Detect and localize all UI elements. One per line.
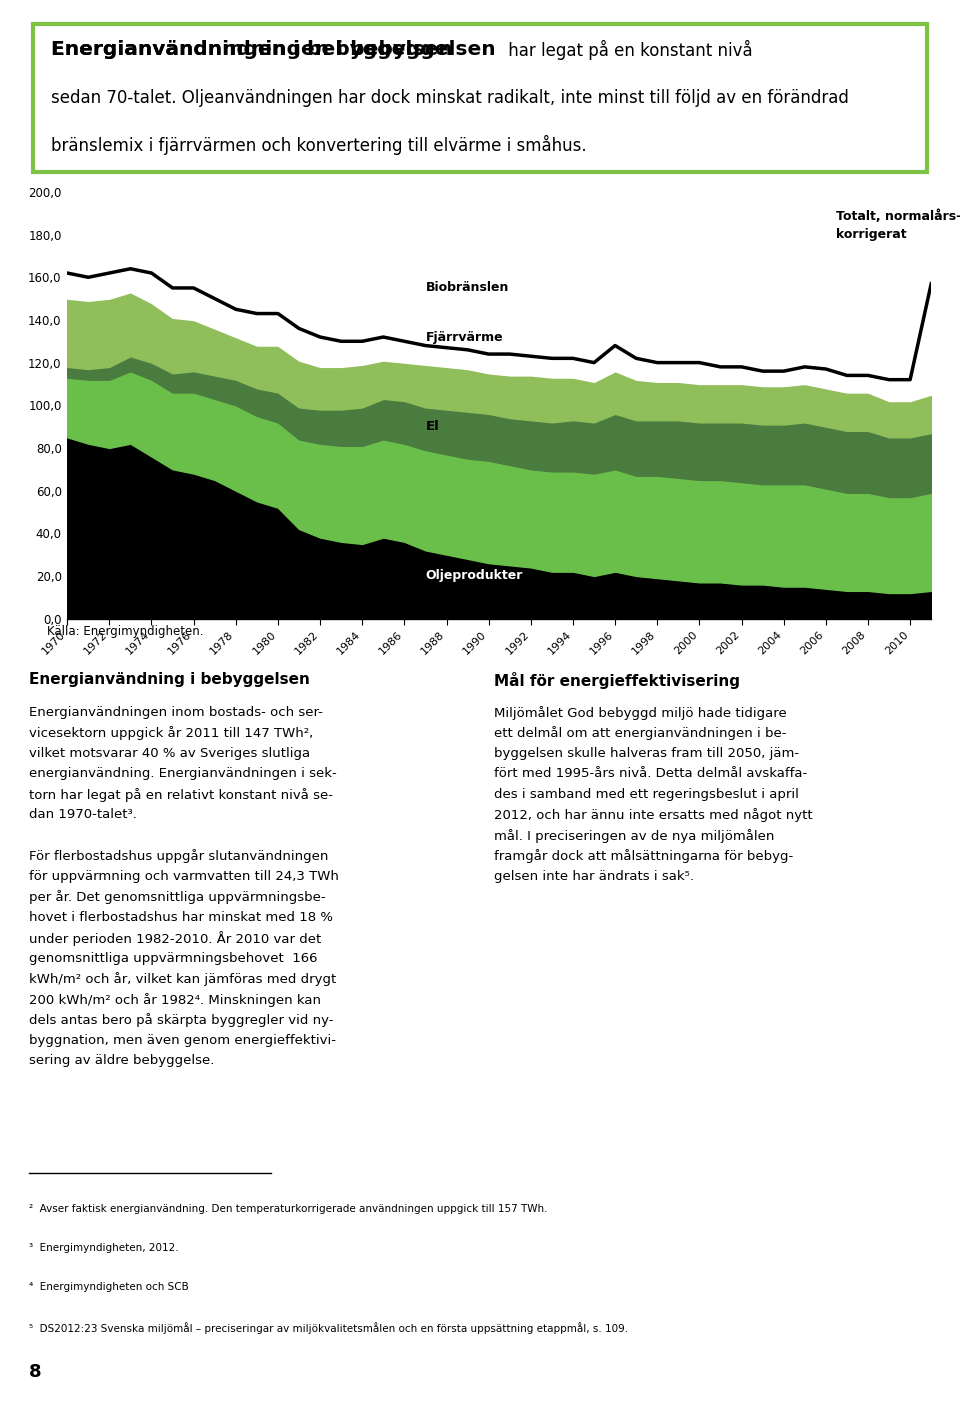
Text: torn har legat på en relativt konstant nivå se-: torn har legat på en relativt konstant n… bbox=[29, 788, 333, 802]
Text: under perioden 1982-2010. År 2010 var det: under perioden 1982-2010. År 2010 var de… bbox=[29, 931, 321, 946]
Text: För flerbostadshus uppgår slutanvändningen: För flerbostadshus uppgår slutanvändning… bbox=[29, 849, 328, 863]
Text: Energianvändningen i bebyggelsen: Energianvändningen i bebyggelsen bbox=[52, 40, 453, 58]
Text: kWh/m² och år, vilket kan jämföras med drygt: kWh/m² och år, vilket kan jämföras med d… bbox=[29, 973, 336, 987]
Text: byggelsen skulle halveras fram till 2050, jäm-: byggelsen skulle halveras fram till 2050… bbox=[494, 747, 800, 759]
Text: fört med 1995-års nivå. Detta delmål avskaffa-: fört med 1995-års nivå. Detta delmål avs… bbox=[494, 768, 807, 781]
Text: har legat på en konstant nivå: har legat på en konstant nivå bbox=[503, 40, 753, 60]
Text: Oljeprodukter: Oljeprodukter bbox=[425, 569, 523, 583]
Text: ⁴  Energimyndigheten och SCB: ⁴ Energimyndigheten och SCB bbox=[29, 1283, 188, 1293]
Text: ett delmål om att energianvändningen i be-: ett delmål om att energianvändningen i b… bbox=[494, 727, 787, 741]
Text: sedan 70-talet. Oljeanvändningen har dock minskat radikalt, inte minst till följ: sedan 70-talet. Oljeanvändningen har doc… bbox=[52, 90, 850, 107]
Text: 200 kWh/m² och år 1982⁴. Minskningen kan: 200 kWh/m² och år 1982⁴. Minskningen kan bbox=[29, 993, 321, 1007]
FancyBboxPatch shape bbox=[34, 24, 926, 172]
Text: dels antas bero på skärpta byggregler vid ny-: dels antas bero på skärpta byggregler vi… bbox=[29, 1012, 333, 1027]
Text: vicesektorn uppgick år 2011 till 147 TWh²,: vicesektorn uppgick år 2011 till 147 TWh… bbox=[29, 727, 313, 741]
Text: framgår dock att målsättningarna för bebyg-: framgår dock att målsättningarna för beb… bbox=[494, 849, 794, 863]
Text: des i samband med ett regeringsbeslut i april: des i samband med ett regeringsbeslut i … bbox=[494, 788, 800, 801]
Text: hovet i flerbostadshus har minskat med 18 %: hovet i flerbostadshus har minskat med 1… bbox=[29, 912, 333, 924]
Text: vilket motsvarar 40 % av Sveriges slutliga: vilket motsvarar 40 % av Sveriges slutli… bbox=[29, 747, 310, 759]
Text: Miljömålet God bebyggd miljö hade tidigare: Miljömålet God bebyggd miljö hade tidiga… bbox=[494, 705, 787, 720]
Text: mål. I preciseringen av de nya miljömålen: mål. I preciseringen av de nya miljömåle… bbox=[494, 829, 775, 843]
Text: Energianvändnndningen i bebyggelsen: Energianvändnndningen i bebyggelsen bbox=[52, 40, 496, 58]
Text: Mål för energieffektivisering: Mål för energieffektivisering bbox=[494, 673, 740, 688]
Text: gelsen inte har ändrats i sak⁵.: gelsen inte har ändrats i sak⁵. bbox=[494, 870, 694, 883]
Text: byggnation, men även genom energieffektivi-: byggnation, men även genom energieffekti… bbox=[29, 1034, 336, 1047]
Text: 8: 8 bbox=[29, 1364, 41, 1381]
Text: för uppvärmning och varmvatten till 24,3 TWh: för uppvärmning och varmvatten till 24,3… bbox=[29, 870, 339, 883]
Text: El: El bbox=[425, 419, 439, 434]
Text: Energianvändning i bebyggelsen: Energianvändning i bebyggelsen bbox=[29, 673, 310, 687]
Text: korrigerat: korrigerat bbox=[836, 228, 907, 242]
Text: genomsnittliga uppvärmningsbehovet  166: genomsnittliga uppvärmningsbehovet 166 bbox=[29, 951, 318, 964]
Text: ²  Avser faktisk energianvändning. Den temperaturkorrigerade användningen uppgic: ² Avser faktisk energianvändning. Den te… bbox=[29, 1204, 547, 1214]
Text: bränslemix i fjärrvärmen och konvertering till elvärme i småhus.: bränslemix i fjärrvärmen och konverterin… bbox=[52, 135, 587, 155]
Text: dan 1970-talet³.: dan 1970-talet³. bbox=[29, 808, 136, 822]
Text: Totalt, normalårs-: Totalt, normalårs- bbox=[836, 209, 960, 223]
Text: Fjärrvärme: Fjärrvärme bbox=[425, 330, 503, 344]
Text: sering av äldre bebyggelse.: sering av äldre bebyggelse. bbox=[29, 1054, 214, 1066]
Text: per år. Det genomsnittliga uppvärmningsbe-: per år. Det genomsnittliga uppvärmningsb… bbox=[29, 890, 325, 904]
Text: Biobränslen: Biobränslen bbox=[425, 282, 509, 294]
Text: energianvändning. Energianvändningen i sek-: energianvändning. Energianvändningen i s… bbox=[29, 768, 337, 781]
Text: Källa: Energimyndigheten.: Källa: Energimyndigheten. bbox=[47, 624, 204, 638]
Text: Energianvändningen inom bostads- och ser-: Energianvändningen inom bostads- och ser… bbox=[29, 705, 323, 720]
Text: ⁵  DS2012:23 Svenska miljömål – preciseringar av miljökvalitetsmålen och en förs: ⁵ DS2012:23 Svenska miljömål – preciseri… bbox=[29, 1321, 628, 1334]
Text: 2012, och har ännu inte ersatts med något nytt: 2012, och har ännu inte ersatts med någo… bbox=[494, 808, 813, 822]
Text: ³  Energimyndigheten, 2012.: ³ Energimyndigheten, 2012. bbox=[29, 1243, 179, 1253]
